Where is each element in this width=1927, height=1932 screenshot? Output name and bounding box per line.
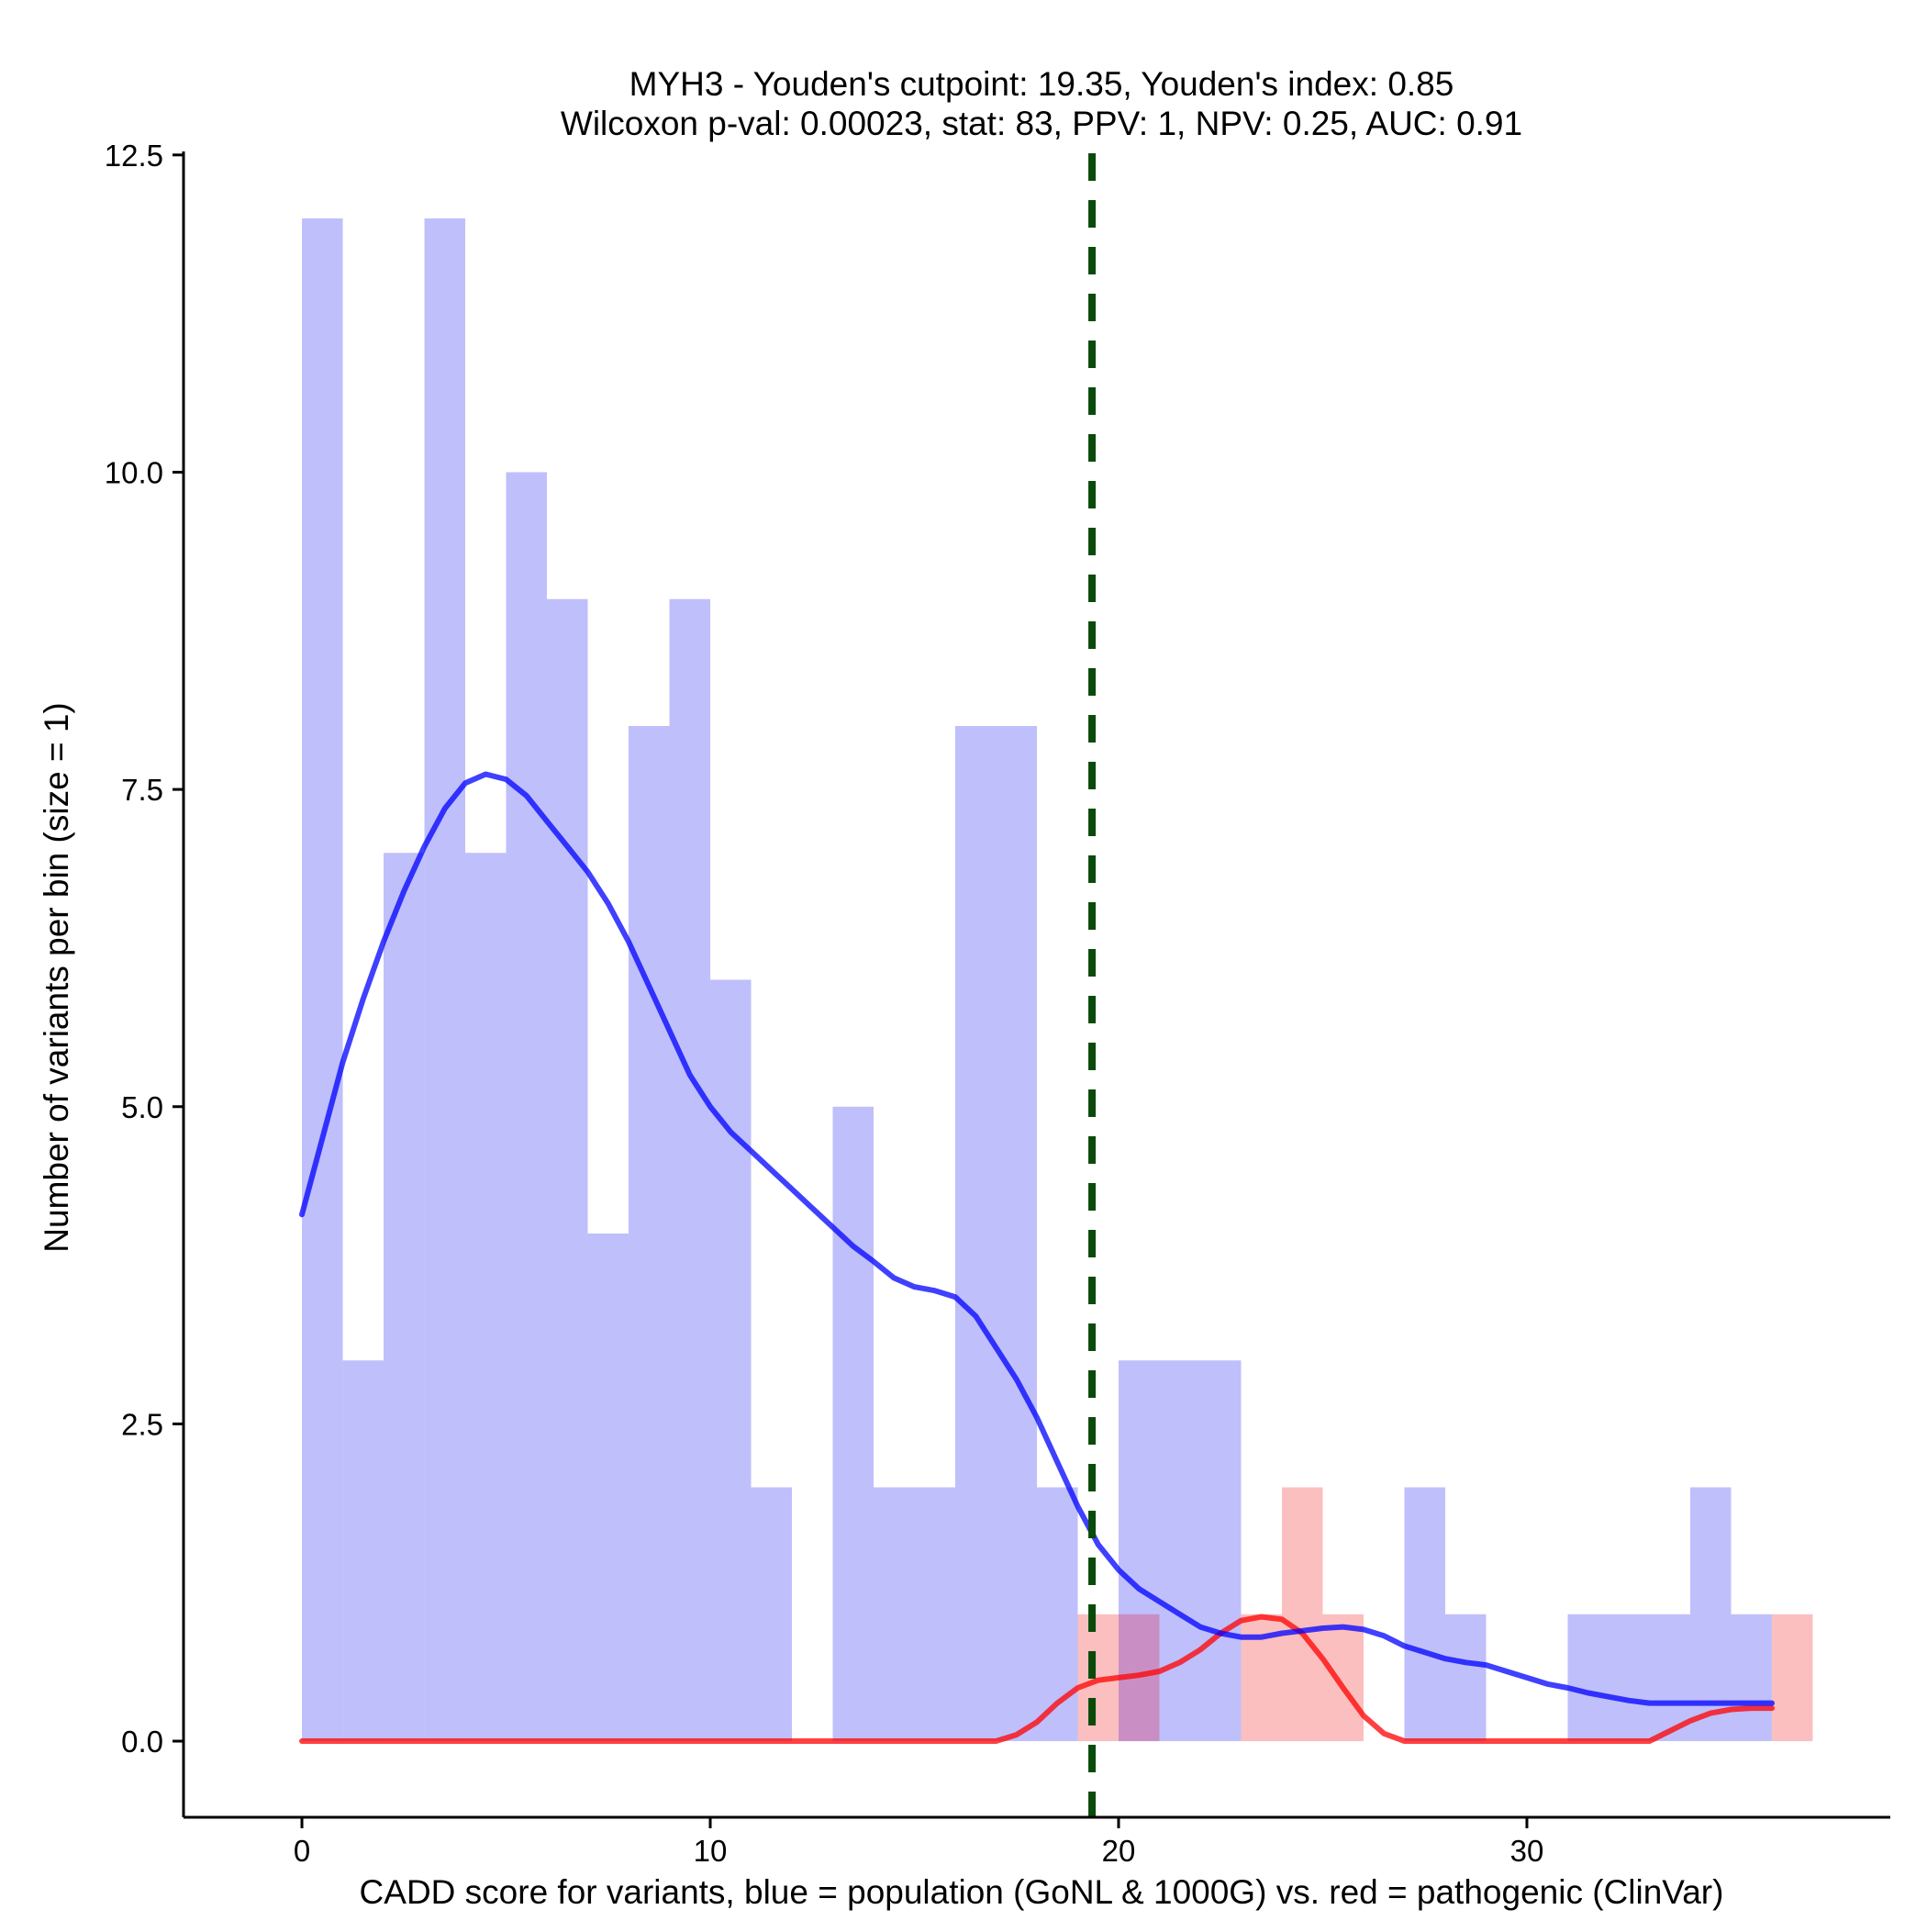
pathogenic-bar <box>1322 1614 1364 1742</box>
population-bar <box>874 1487 915 1742</box>
density-lines <box>299 153 1775 1817</box>
population-density-line <box>299 771 1775 1706</box>
population-bar <box>1567 1614 1609 1742</box>
x-axis-label: CADD score for variants, blue = populati… <box>360 1873 1724 1911</box>
population-bar <box>669 598 711 1742</box>
population-bar <box>547 598 588 1742</box>
pathogenic-density-line <box>299 1614 1775 1744</box>
x-tick-label: 30 <box>1510 1834 1544 1868</box>
population-bar <box>342 1360 384 1742</box>
population-bar <box>465 853 507 1742</box>
population-bar <box>506 472 548 1742</box>
population-bar <box>1404 1487 1445 1742</box>
population-bar <box>587 1234 629 1742</box>
population-bar <box>1649 1614 1690 1742</box>
population-bar <box>424 218 466 1742</box>
population-bar <box>629 725 670 1742</box>
population-bar <box>1159 1360 1200 1742</box>
y-tick-label: 2.5 <box>121 1407 163 1441</box>
axes: 0.0 2.5 5.0 7.5 10.0 12.5 0 10 20 30 <box>105 139 1890 1868</box>
x-tick-label: 20 <box>1102 1834 1136 1868</box>
population-bar <box>1731 1614 1772 1742</box>
y-tick-label: 7.5 <box>121 773 163 807</box>
pathogenic-bar <box>1771 1614 1813 1742</box>
population-bar <box>1444 1614 1487 1742</box>
population-bar <box>1037 1487 1078 1742</box>
population-bar <box>1608 1614 1650 1742</box>
population-bar <box>710 979 752 1742</box>
chart-title-line-2: Wilcoxon p-val: 0.00023, stat: 83, PPV: … <box>561 105 1522 142</box>
x-tick-label: 0 <box>294 1834 310 1868</box>
y-tick-label: 0.0 <box>121 1725 163 1759</box>
population-bar <box>1689 1487 1732 1742</box>
population-bar <box>832 1106 874 1742</box>
x-tick-label: 10 <box>694 1834 728 1868</box>
y-tick-label: 10.0 <box>105 455 163 489</box>
population-bar <box>914 1487 956 1742</box>
population-bar <box>751 1487 793 1742</box>
histogram-bars <box>302 218 1813 1742</box>
population-bar <box>955 725 997 1742</box>
population-bar <box>302 218 343 1742</box>
y-axis-label: Number of variants per bin (size = 1) <box>38 702 75 1252</box>
pathogenic-bar <box>1281 1487 1323 1742</box>
chart-title-line-1: MYH3 - Youden's cutpoint: 19.35, Youden'… <box>629 65 1454 103</box>
population-bar <box>996 725 1037 1742</box>
population-bar <box>1199 1360 1242 1742</box>
y-tick-label: 5.0 <box>121 1090 163 1124</box>
y-tick-label: 12.5 <box>105 139 163 173</box>
population-bar <box>384 853 425 1742</box>
